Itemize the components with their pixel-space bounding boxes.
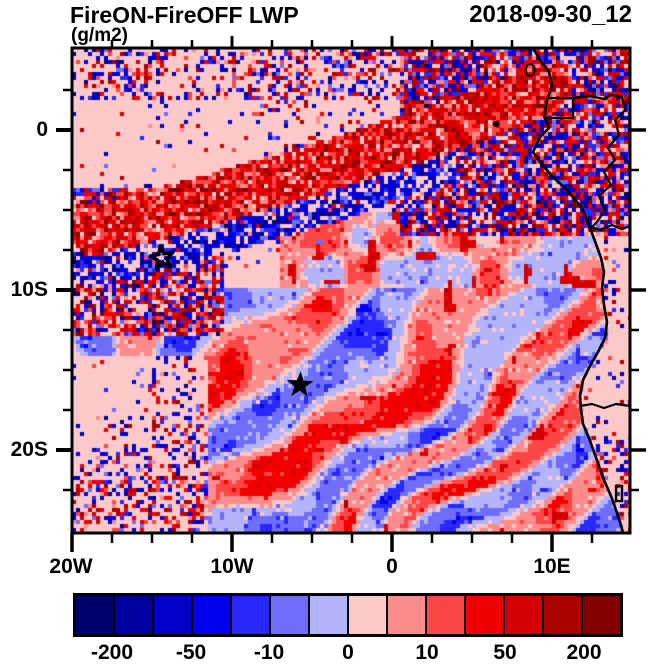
colorbar-box-9 — [425, 596, 464, 634]
colorbar-box-0 — [76, 596, 113, 634]
colorbar-label-neg50: -50 — [175, 641, 207, 664]
y-axis-label-20s: 20S — [10, 438, 48, 461]
colorbar-label-50: 50 — [493, 641, 517, 664]
y-axis-label-10s: 10S — [10, 278, 48, 301]
units-label: (g/m2) — [71, 25, 128, 46]
colorbar-label-200: 200 — [566, 641, 602, 664]
x-axis-label-0: 0 — [386, 555, 398, 578]
colorbar-box-3 — [191, 596, 230, 634]
colorbar-label-neg10: -10 — [253, 641, 285, 664]
x-axis-label-10w: 10W — [210, 555, 254, 578]
datetime-label: 2018-09-30_12 — [469, 1, 632, 28]
colorbar-label-10: 10 — [415, 641, 439, 664]
colorbar-box-13 — [581, 596, 620, 634]
plot-title: FireON-FireOFF LWP — [70, 2, 299, 28]
colorbar-box-12 — [542, 596, 581, 634]
colorbar-box-8 — [386, 596, 425, 634]
colorbar-box-1 — [113, 596, 152, 634]
lwp-difference-field — [72, 48, 630, 533]
x-axis-label-10e: 10E — [533, 555, 571, 578]
colorbar-box-2 — [152, 596, 191, 634]
colorbar-box-5 — [269, 596, 308, 634]
colorbar-box-7 — [347, 596, 386, 634]
colorbar — [73, 593, 623, 637]
colorbar-box-4 — [230, 596, 269, 634]
colorbar-label-0: 0 — [342, 641, 354, 664]
colorbar-box-10 — [464, 596, 503, 634]
colorbar-box-11 — [503, 596, 542, 634]
colorbar-label-neg200: -200 — [90, 641, 134, 664]
colorbar-box-6 — [308, 596, 347, 634]
x-axis-label-20w: 20W — [49, 555, 93, 578]
y-axis-label-0: 0 — [36, 118, 48, 141]
